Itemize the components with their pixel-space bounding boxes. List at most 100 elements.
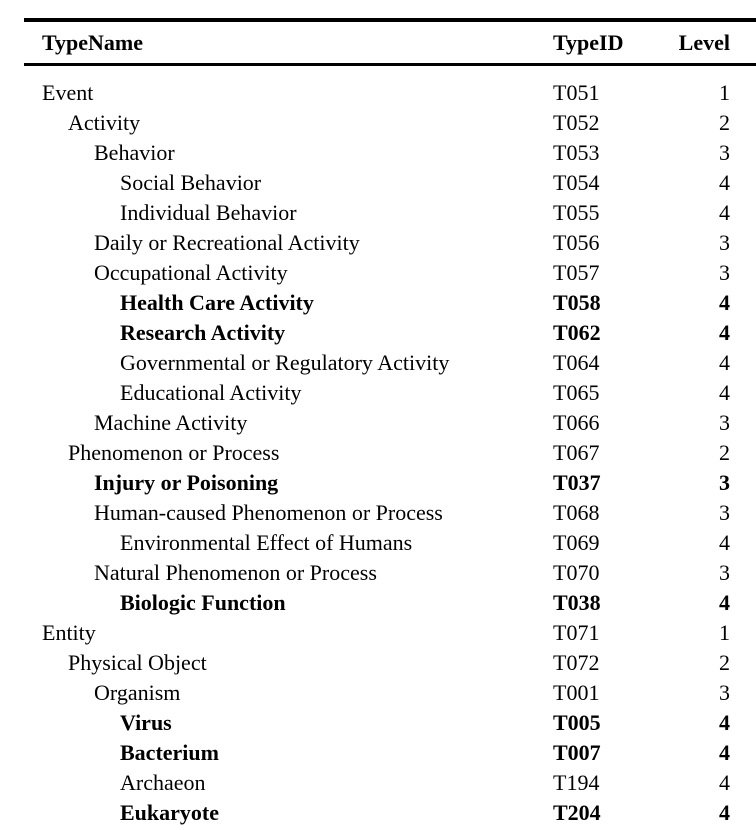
table-row: Physical Object T072 2 (24, 648, 756, 678)
type-id-cell: T070 (553, 560, 600, 585)
column-header-level: Level (678, 29, 730, 55)
table-row: Bacterium T007 4 (24, 738, 756, 768)
level-cell: 4 (719, 740, 730, 765)
level-cell: 4 (719, 380, 730, 405)
type-name-cell: Eukaryote (120, 800, 219, 825)
level-cell: 4 (719, 590, 730, 615)
type-name-cell: Virus (120, 710, 172, 735)
table-row: Eukaryote T204 4 (24, 798, 756, 828)
table-body: Event T051 1 Activity T052 2 Behavior T0… (24, 66, 756, 828)
type-id-cell: T072 (553, 650, 600, 675)
table-row: Human-caused Phenomenon or Process T068 … (24, 498, 756, 528)
type-id-cell: T055 (553, 200, 600, 225)
top-rule (24, 18, 756, 22)
type-id-cell: T058 (553, 290, 601, 315)
level-cell: 4 (719, 290, 730, 315)
level-cell: 4 (719, 710, 730, 735)
type-name-cell: Phenomenon or Process (68, 440, 280, 465)
type-name-cell: Machine Activity (94, 410, 248, 435)
type-name-cell: Social Behavior (120, 170, 262, 195)
type-id-cell: T062 (553, 320, 601, 345)
type-name-cell: Event (42, 80, 94, 105)
level-cell: 2 (719, 650, 730, 675)
level-cell: 3 (719, 260, 730, 285)
type-id-cell: T204 (553, 800, 601, 825)
table-row: Daily or Recreational Activity T056 3 (24, 228, 756, 258)
table-row: Archaeon T194 4 (24, 768, 756, 798)
type-id-cell: T194 (553, 770, 600, 795)
table-row: Behavior T053 3 (24, 138, 756, 168)
type-id-cell: T007 (553, 740, 601, 765)
type-name-cell: Behavior (94, 140, 175, 165)
type-name-cell: Archaeon (120, 770, 206, 795)
level-cell: 3 (719, 500, 730, 525)
type-name-cell: Natural Phenomenon or Process (94, 560, 377, 585)
type-name-cell: Organism (94, 680, 181, 705)
type-id-cell: T038 (553, 590, 601, 615)
table-row: Social Behavior T054 4 (24, 168, 756, 198)
type-name-cell: Research Activity (120, 320, 286, 345)
table-row: Virus T005 4 (24, 708, 756, 738)
level-cell: 4 (719, 800, 730, 825)
table-row: Entity T071 1 (24, 618, 756, 648)
type-id-cell: T064 (553, 350, 600, 375)
table-row: Occupational Activity T057 3 (24, 258, 756, 288)
type-name-cell: Entity (42, 620, 96, 645)
type-name-cell: Educational Activity (120, 380, 302, 405)
type-id-cell: T005 (553, 710, 601, 735)
table-row: Activity T052 2 (24, 108, 756, 138)
header-rule (24, 63, 756, 66)
type-name-cell: Activity (68, 110, 141, 135)
level-cell: 4 (719, 200, 730, 225)
level-cell: 3 (719, 680, 730, 705)
type-name-cell: Injury or Poisoning (94, 470, 279, 495)
type-name-cell: Biologic Function (120, 590, 286, 615)
type-name-cell: Individual Behavior (120, 200, 297, 225)
level-cell: 3 (719, 410, 730, 435)
type-id-cell: T053 (553, 140, 600, 165)
level-cell: 1 (719, 80, 730, 105)
type-name-cell: Human-caused Phenomenon or Process (94, 500, 443, 525)
table-row: Governmental or Regulatory Activity T064… (24, 348, 756, 378)
table-row: Health Care Activity T058 4 (24, 288, 756, 318)
type-name-cell: Bacterium (120, 740, 219, 765)
type-id-cell: T069 (553, 530, 600, 555)
type-name-cell: Occupational Activity (94, 260, 288, 285)
table-row: Organism T001 3 (24, 678, 756, 708)
type-name-cell: Daily or Recreational Activity (94, 230, 360, 255)
type-name-cell: Health Care Activity (120, 290, 314, 315)
table-row: Educational Activity T065 4 (24, 378, 756, 408)
table-row: Event T051 1 (24, 78, 756, 108)
table-header-row: TypeName TypeID Level (24, 22, 756, 63)
level-cell: 3 (719, 470, 730, 495)
type-name-cell: Physical Object (68, 650, 207, 675)
type-id-cell: T001 (553, 680, 600, 705)
type-id-cell: T054 (553, 170, 600, 195)
type-id-cell: T068 (553, 500, 600, 525)
type-id-cell: T037 (553, 470, 601, 495)
type-id-cell: T065 (553, 380, 600, 405)
type-id-cell: T067 (553, 440, 600, 465)
type-id-cell: T071 (553, 620, 600, 645)
column-header-typeid: TypeID (553, 29, 624, 55)
type-id-cell: T052 (553, 110, 600, 135)
table-row: Biologic Function T038 4 (24, 588, 756, 618)
table-row: Individual Behavior T055 4 (24, 198, 756, 228)
table-row: Natural Phenomenon or Process T070 3 (24, 558, 756, 588)
table-row: Machine Activity T066 3 (24, 408, 756, 438)
semantic-types-table: TypeName TypeID Level Event T051 1 Activ… (24, 0, 756, 828)
type-id-cell: T057 (553, 260, 600, 285)
level-cell: 2 (719, 110, 730, 135)
level-cell: 3 (719, 560, 730, 585)
type-name-cell: Environmental Effect of Humans (120, 530, 413, 555)
level-cell: 4 (719, 770, 730, 795)
level-cell: 3 (719, 140, 730, 165)
type-id-cell: T051 (553, 80, 600, 105)
level-cell: 4 (719, 170, 730, 195)
column-header-typename: TypeName (42, 29, 144, 55)
level-cell: 3 (719, 230, 730, 255)
table-row: Injury or Poisoning T037 3 (24, 468, 756, 498)
level-cell: 2 (719, 440, 730, 465)
level-cell: 4 (719, 350, 730, 375)
